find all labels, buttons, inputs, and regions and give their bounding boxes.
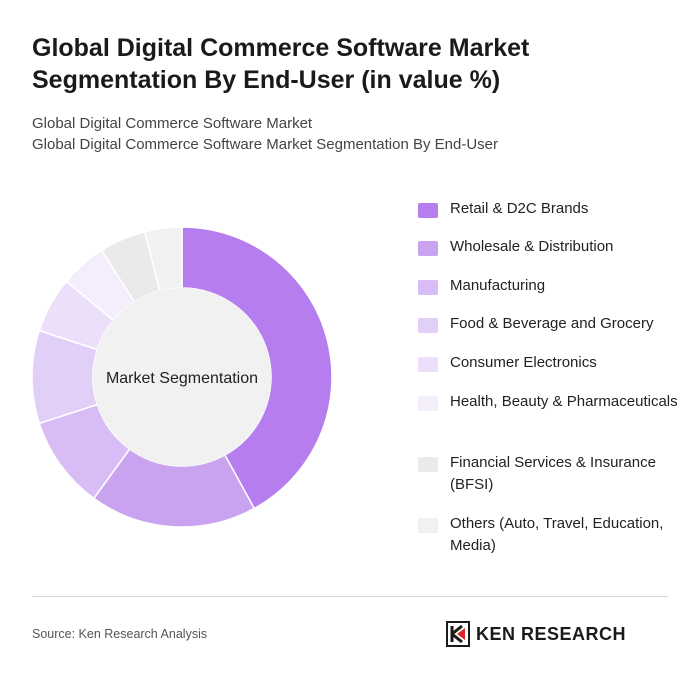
footer-divider	[32, 596, 668, 597]
legend-item-7: Others (Auto, Travel, Education, Media)	[418, 513, 680, 557]
logo-text: KEN RESEARCH	[476, 623, 627, 644]
ken-research-logo-icon	[446, 621, 470, 647]
chart-title: Global Digital Commerce Software Market …	[32, 34, 530, 94]
legend-label: Wholesale & Distribution	[450, 238, 614, 255]
legend-item-4: Consumer Electronics	[418, 352, 680, 374]
legend-item-6: Financial Services & Insurance (BFSI)	[418, 452, 680, 496]
subtitle-line-1: Global Digital Commerce Software Market	[32, 115, 313, 132]
legend-label: Food & Beverage and Grocery	[450, 315, 654, 332]
donut-hole	[93, 288, 271, 466]
chart-subtitle: Global Digital Commerce Software Market …	[32, 113, 498, 155]
donut-center-label: Market Segmentation	[106, 370, 258, 387]
legend-label: Consumer Electronics	[450, 354, 597, 371]
donut-slices	[31, 226, 333, 528]
legend-item-0: Retail & D2C Brands	[418, 198, 680, 220]
legend-label: Financial Services & Insurance (BFSI)	[450, 454, 656, 493]
legend-label: Retail & D2C Brands	[450, 200, 589, 217]
legend-swatch	[418, 280, 438, 295]
legend-swatch	[418, 203, 438, 218]
legend-label: Manufacturing	[450, 277, 546, 294]
source-note: Source: Ken Research Analysis	[32, 627, 208, 641]
donut-chart: Market Segmentation	[31, 226, 333, 528]
ken-research-logo: KEN RESEARCH	[446, 621, 626, 647]
legend-swatch	[418, 357, 438, 372]
legend-item-3: Food & Beverage and Grocery	[418, 313, 680, 335]
legend-swatch	[418, 241, 438, 256]
legend-swatch	[418, 518, 438, 533]
legend-item-1: Wholesale & Distribution	[418, 236, 680, 258]
legend-label: Health, Beauty & Pharmaceuticals	[450, 393, 678, 410]
legend-swatch	[418, 318, 438, 333]
legend-label: Others (Auto, Travel, Education, Media)	[450, 515, 664, 554]
legend-item-5: Health, Beauty & Pharmaceuticals	[418, 391, 680, 413]
legend-item-2: Manufacturing	[418, 275, 680, 297]
subtitle-line-2: Global Digital Commerce Software Market …	[32, 136, 499, 153]
legend-swatch	[418, 396, 438, 411]
legend-swatch	[418, 457, 438, 472]
